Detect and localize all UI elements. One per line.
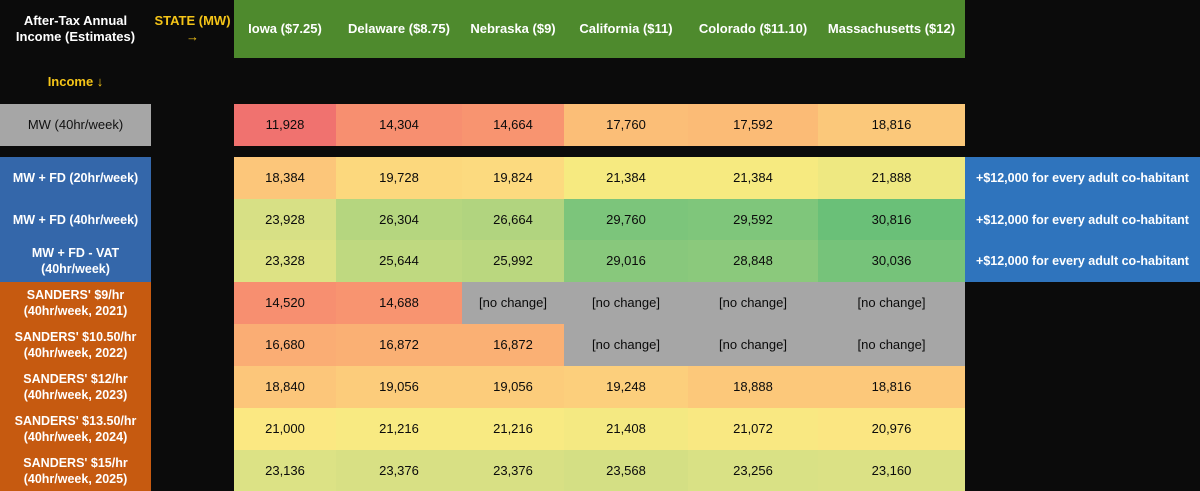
table-cell: [no change]	[688, 282, 818, 324]
table-cell: 21,888	[818, 157, 965, 199]
table-cell: 18,816	[818, 366, 965, 408]
table-cell: 21,000	[234, 408, 336, 450]
state-header-5: Colorado ($11.10)	[688, 0, 818, 58]
row-label: SANDERS' $13.50/hr (40hr/week, 2024)	[0, 408, 151, 450]
table-cell: 26,664	[462, 199, 564, 240]
table-cell: [no change]	[818, 324, 965, 366]
table-cell: 25,992	[462, 240, 564, 282]
table-cell: 20,976	[818, 408, 965, 450]
table-cell: 19,824	[462, 157, 564, 199]
table-cell: 26,304	[336, 199, 462, 240]
row-label: MW + FD (20hr/week)	[0, 157, 151, 199]
table-cell: 16,680	[234, 324, 336, 366]
table-cell: [no change]	[564, 324, 688, 366]
table-cell: 23,928	[234, 199, 336, 240]
income-label: Income ↓	[47, 74, 104, 89]
table-cell: 19,728	[336, 157, 462, 199]
table-cell: 29,016	[564, 240, 688, 282]
table-cell: 23,256	[688, 450, 818, 491]
table-cell: 19,056	[336, 366, 462, 408]
table-cell: 21,384	[564, 157, 688, 199]
table-cell: [no change]	[818, 282, 965, 324]
row-label: MW + FD - VAT (40hr/week)	[0, 240, 151, 282]
table-cell: 29,592	[688, 199, 818, 240]
table-cell: 23,376	[336, 450, 462, 491]
state-header-1: Iowa ($7.25)	[234, 0, 336, 58]
state-header-3: Nebraska ($9)	[462, 0, 564, 58]
note-cell: +$12,000 for every adult co-habitant	[965, 199, 1200, 240]
table-cell: 18,840	[234, 366, 336, 408]
table-cell: 17,592	[688, 104, 818, 146]
table-cell: 18,888	[688, 366, 818, 408]
table-cell: 30,036	[818, 240, 965, 282]
table-cell: 19,248	[564, 366, 688, 408]
row-label: MW + FD (40hr/week)	[0, 199, 151, 240]
corner-title: After-Tax Annual Income (Estimates)	[15, 13, 136, 44]
table-cell: 21,216	[336, 408, 462, 450]
table-cell: 30,816	[818, 199, 965, 240]
row-label: SANDERS' $12/hr (40hr/week, 2023)	[0, 366, 151, 408]
table-cell: 14,664	[462, 104, 564, 146]
table-cell: 18,816	[818, 104, 965, 146]
table-cell: 14,688	[336, 282, 462, 324]
state-header-2: Delaware ($8.75)	[336, 0, 462, 58]
table-cell: 21,072	[688, 408, 818, 450]
row-label: SANDERS' $9/hr (40hr/week, 2021)	[0, 282, 151, 324]
state-header-4: California ($11)	[564, 0, 688, 58]
note-cell: +$12,000 for every adult co-habitant	[965, 157, 1200, 199]
table-cell: [no change]	[462, 282, 564, 324]
table-cell: 21,216	[462, 408, 564, 450]
table-cell: 23,136	[234, 450, 336, 491]
table-cell: [no change]	[688, 324, 818, 366]
table-cell: 18,384	[234, 157, 336, 199]
table-cell: [no change]	[564, 282, 688, 324]
table-cell: 21,408	[564, 408, 688, 450]
row-label: SANDERS' $10.50/hr (40hr/week, 2022)	[0, 324, 151, 366]
note-cell: +$12,000 for every adult co-habitant	[965, 240, 1200, 282]
row-label: SANDERS' $15/hr (40hr/week, 2025)	[0, 450, 151, 491]
state-header-6: Massachusetts ($12)	[818, 0, 965, 58]
table-cell: 16,872	[336, 324, 462, 366]
table-cell: 28,848	[688, 240, 818, 282]
state-label: STATE (MW) →	[154, 13, 231, 44]
table-cell: 16,872	[462, 324, 564, 366]
row-label: MW (40hr/week)	[0, 104, 151, 146]
table-cell: 23,328	[234, 240, 336, 282]
table-cell: 23,160	[818, 450, 965, 491]
table-cell: 29,760	[564, 199, 688, 240]
table-cell: 14,304	[336, 104, 462, 146]
table-cell: 25,644	[336, 240, 462, 282]
table-cell: 17,760	[564, 104, 688, 146]
table-cell: 21,384	[688, 157, 818, 199]
table-cell: 23,568	[564, 450, 688, 491]
table-cell: 23,376	[462, 450, 564, 491]
table-cell: 19,056	[462, 366, 564, 408]
table-cell: 14,520	[234, 282, 336, 324]
table-cell: 11,928	[234, 104, 336, 146]
